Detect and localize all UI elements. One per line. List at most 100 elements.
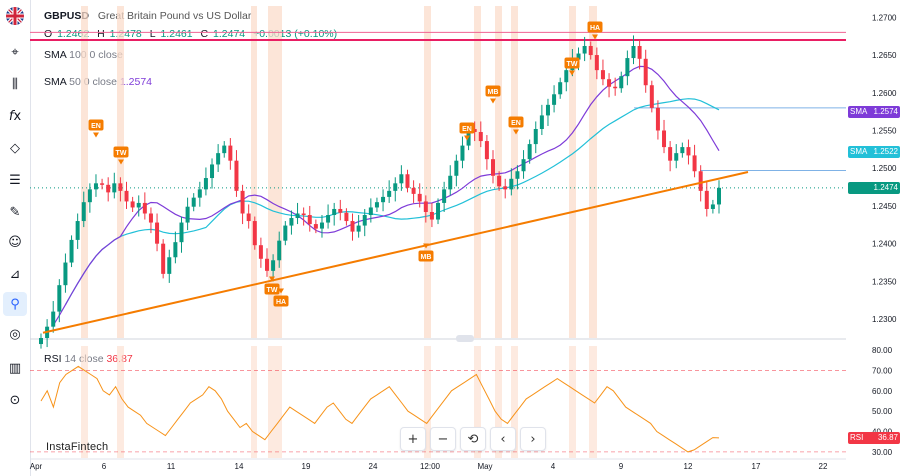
- highlight-band: [495, 6, 502, 338]
- candle-body: [179, 222, 184, 243]
- zoom-out-button[interactable]: −: [430, 427, 456, 451]
- eye-icon[interactable]: ◎: [9, 326, 21, 342]
- signal-arrow: [278, 288, 284, 294]
- time-tick: Apr: [30, 462, 43, 471]
- cursor-icon[interactable]: ⌖: [11, 44, 19, 60]
- time-tick: 14: [235, 462, 244, 471]
- brush-icon[interactable]: ✎: [9, 204, 21, 220]
- nodes-icon[interactable]: ◇: [10, 140, 20, 156]
- candle-body: [197, 189, 202, 198]
- reset-icon[interactable]: ⟲: [460, 427, 486, 451]
- candle-body: [106, 184, 111, 193]
- candle-body: [460, 145, 465, 161]
- low-label: L: [149, 28, 156, 40]
- candle-body: [356, 225, 361, 232]
- candle-body: [607, 79, 612, 87]
- signal-arrow: [513, 129, 519, 135]
- highlight-band: [424, 6, 431, 338]
- time-tick: 11: [167, 462, 176, 471]
- candle-body: [39, 338, 43, 345]
- sma50-legend[interactable]: SMA 50 0 close 1.2574: [44, 76, 152, 88]
- highlight-band: [569, 6, 576, 338]
- price-badge-value: 1.2522: [873, 146, 898, 156]
- candle-body: [258, 245, 263, 259]
- candle-body: [698, 171, 703, 191]
- candle-body: [478, 132, 483, 142]
- signal-marker: [485, 85, 501, 97]
- highlight-band: [251, 6, 257, 338]
- rsi-legend[interactable]: RSI 14 close 36.87: [44, 353, 133, 365]
- sma50-name: SMA: [44, 76, 67, 88]
- candle-body: [668, 147, 673, 161]
- price-tick: 1.2700: [872, 13, 897, 22]
- ruler-icon[interactable]: ⊿: [9, 266, 21, 282]
- candle-body: [295, 213, 300, 219]
- lines-icon[interactable]: ☰: [9, 172, 21, 188]
- emoji-icon[interactable]: ☺: [8, 234, 22, 250]
- candle-body: [399, 174, 404, 184]
- candle-body: [717, 187, 721, 205]
- candle-body: [240, 190, 245, 214]
- signal-marker: [88, 119, 104, 131]
- sma100-legend[interactable]: SMA 100 0 close: [44, 49, 123, 61]
- candle-body: [472, 128, 477, 133]
- candle-body: [75, 221, 80, 240]
- candle-body: [515, 171, 520, 179]
- candle-body: [649, 85, 654, 108]
- indicators-icon[interactable]: ⫼: [12, 76, 18, 92]
- candle-body: [216, 153, 221, 165]
- candle-body: [454, 160, 459, 176]
- signal-arrow: [118, 159, 124, 165]
- candle-body: [643, 58, 648, 86]
- scroll-back-button[interactable]: ‹: [490, 427, 516, 451]
- symbol-name[interactable]: GBPUSD: [44, 10, 89, 22]
- candle-body: [662, 130, 667, 148]
- magnet-icon[interactable]: ⚲: [3, 292, 27, 316]
- watermark-logo: InstaFintech: [46, 441, 109, 453]
- candle-body: [136, 202, 141, 208]
- chart-nav: + − ⟲ ‹ ›: [400, 427, 546, 451]
- candle-body: [533, 128, 538, 145]
- rsi-name: RSI: [44, 353, 62, 365]
- open-label: O: [44, 28, 53, 40]
- close-value: 1.2474: [213, 28, 246, 40]
- candle-body: [564, 70, 569, 83]
- highlight-band: [589, 6, 597, 338]
- lock-icon[interactable]: ⊙: [9, 392, 21, 408]
- time-tick: 17: [752, 462, 761, 471]
- rsi-tick: 30.00: [872, 448, 893, 457]
- candle-body: [429, 211, 434, 220]
- price-badge-label: SMA: [850, 146, 868, 156]
- scroll-forward-button[interactable]: ›: [520, 427, 546, 451]
- highlight-band: [511, 6, 518, 338]
- candle-body: [234, 160, 239, 191]
- candle-body: [57, 285, 62, 312]
- signal-marker-label: TW: [267, 287, 278, 294]
- candle-body: [539, 115, 544, 129]
- signal-marker: [113, 146, 129, 158]
- price-tick: 1.2550: [872, 127, 897, 136]
- time-tick: 12:00: [420, 462, 441, 471]
- candle-body: [576, 53, 581, 60]
- candle-body: [81, 202, 86, 222]
- time-tick: 12: [684, 462, 693, 471]
- candle-body: [142, 202, 147, 214]
- zoom-in-button[interactable]: +: [400, 427, 426, 451]
- candle-body: [289, 218, 294, 226]
- candle-body: [374, 202, 379, 208]
- highlight-band: [268, 6, 282, 338]
- candle-body: [155, 222, 160, 244]
- candle-body: [417, 193, 422, 202]
- price-tick: 1.2600: [872, 89, 897, 98]
- candle-body: [497, 175, 502, 187]
- candle-body: [686, 147, 691, 156]
- signal-marker-label: HA: [590, 25, 600, 32]
- rsi-value: 36.87: [106, 353, 133, 365]
- candle-body: [203, 178, 208, 190]
- trash-icon[interactable]: ▥: [8, 360, 22, 376]
- signal-marker: [508, 116, 524, 128]
- price-tick: 1.2350: [872, 277, 897, 286]
- flag-icon[interactable]: [6, 7, 24, 25]
